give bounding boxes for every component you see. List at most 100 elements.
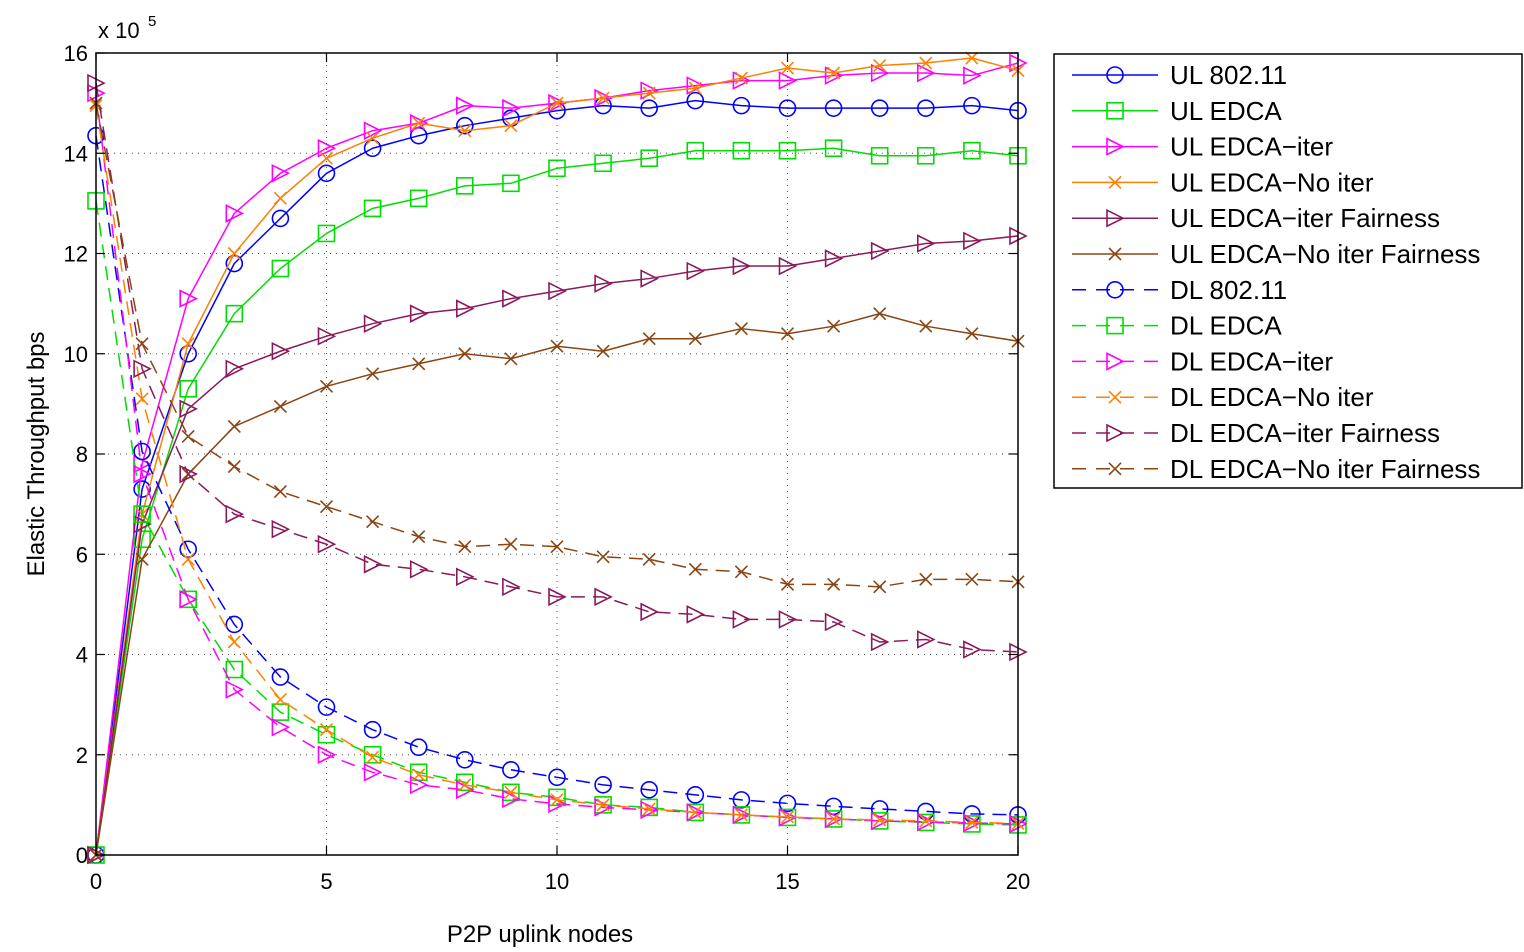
data-point [227, 459, 241, 474]
data-point [317, 326, 337, 346]
data-point [271, 668, 290, 686]
data-point [271, 164, 291, 183]
data-point [1106, 208, 1125, 228]
series-line [95, 235, 1019, 856]
data-point [227, 246, 241, 261]
data-point [179, 540, 197, 559]
x-tick-label: 20 [1006, 869, 1030, 894]
data-point [227, 635, 241, 649]
data-point [502, 760, 520, 779]
data-point [778, 794, 797, 813]
data-point [317, 224, 336, 243]
data-point [594, 88, 613, 108]
x-tick-label: 5 [320, 869, 332, 894]
y-tick-label: 16 [64, 41, 88, 66]
data-point [916, 63, 936, 83]
legend-label: UL EDCA [1170, 96, 1282, 126]
data-point [873, 58, 887, 73]
data-point [363, 199, 382, 218]
data-point [412, 116, 426, 130]
data-point [458, 778, 472, 792]
data-point [778, 256, 798, 276]
data-point [502, 289, 521, 308]
data-point [732, 141, 751, 160]
data-point [317, 698, 336, 716]
y-tick-label: 12 [64, 242, 88, 267]
data-point [596, 550, 610, 564]
data-point [179, 380, 197, 398]
data-point [780, 577, 795, 591]
data-point [688, 81, 702, 95]
series-line [95, 200, 1019, 826]
data-point [409, 738, 428, 757]
data-point [271, 519, 291, 539]
data-point [686, 605, 706, 624]
data-point [133, 442, 151, 461]
data-point [642, 332, 656, 346]
data-point [227, 419, 241, 433]
data-point [458, 347, 472, 361]
legend: UL 802.11 UL EDCA UL EDCA−iter UL EDCA−No i… [1053, 53, 1523, 489]
data-point [458, 124, 472, 138]
legend-entry: UL EDCA−iter [1072, 132, 1333, 162]
data-point [734, 808, 748, 822]
data-point [225, 660, 244, 679]
data-point [502, 174, 520, 193]
series-line [95, 135, 1019, 816]
y-tick-label: 2 [76, 743, 88, 768]
data-point [1106, 280, 1124, 299]
data-point [412, 768, 426, 782]
data-point [273, 399, 287, 413]
data-point [366, 131, 380, 145]
data-point [688, 805, 702, 819]
data-point [963, 66, 982, 85]
x-tick-label: 0 [90, 869, 102, 894]
data-point [502, 98, 521, 118]
data-point [455, 567, 475, 587]
data-point [455, 177, 474, 195]
data-point [319, 379, 334, 393]
data-point [548, 587, 567, 607]
data-point [455, 750, 474, 769]
series-line [95, 99, 1019, 856]
y-exponent-base: x 10 [98, 18, 140, 43]
data-point [133, 505, 151, 523]
series-group [87, 51, 1028, 865]
data-point [363, 745, 382, 764]
data-point [642, 86, 656, 100]
data-point [780, 327, 795, 341]
data-point [1108, 247, 1122, 261]
data-point [873, 307, 887, 321]
legend-label: UL 802.11 [1170, 60, 1287, 90]
data-point [133, 464, 152, 484]
data-point [548, 281, 567, 301]
legend-entry: DL EDCA−iter Fairness [1072, 418, 1440, 448]
data-point [317, 745, 337, 765]
data-point [916, 99, 935, 117]
legend-entry: DL EDCA−No iter Fairness [1072, 454, 1480, 484]
data-point [916, 146, 935, 165]
data-point [916, 234, 936, 253]
data-point [827, 66, 841, 80]
data-point [135, 552, 149, 566]
data-point [873, 580, 887, 594]
legend-entry: DL EDCA [1072, 311, 1282, 341]
data-point [366, 367, 380, 381]
data-point [824, 99, 843, 117]
data-point [594, 274, 613, 293]
axes: 0 5 10 15 20 0 2 4 6 8 10 12 14 16 [64, 41, 1031, 894]
data-point [1106, 316, 1124, 335]
series-line [95, 147, 1019, 856]
data-point [688, 562, 702, 576]
data-point [965, 815, 979, 829]
data-point [824, 612, 844, 632]
data-point [548, 93, 567, 113]
data-point [870, 63, 890, 83]
data-point [1106, 352, 1125, 371]
data-point [1108, 390, 1122, 404]
data-point [778, 141, 797, 160]
data-point [916, 630, 936, 649]
data-point [640, 81, 659, 100]
data-point [271, 703, 290, 721]
y-tick-label: 6 [76, 542, 88, 567]
